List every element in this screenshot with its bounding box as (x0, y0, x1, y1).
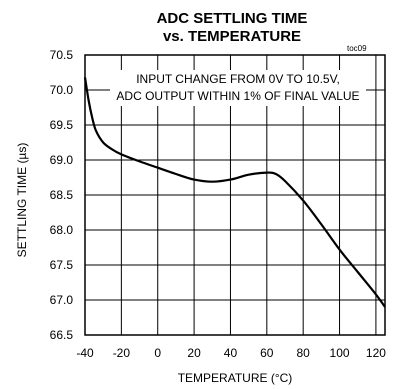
x-tick-label: 0 (154, 346, 161, 360)
x-tick-label: -40 (76, 346, 94, 360)
annotation-line: INPUT CHANGE FROM 0V TO 10.5V, (136, 72, 340, 86)
annotation-line: ADC OUTPUT WITHIN 1% OF FINAL VALUE (116, 89, 359, 103)
series-line (83, 77, 386, 308)
annotation-background (110, 70, 366, 106)
x-tick-label: 120 (366, 346, 386, 360)
y-tick-label: 70.5 (50, 48, 74, 62)
plot-frame (84, 54, 386, 336)
y-tick-label: 70.0 (50, 83, 74, 97)
chart-subtitle: vs. TEMPERATURE (162, 28, 302, 45)
y-tick-label: 69.0 (50, 153, 74, 167)
figure-tag: toc09 (347, 44, 367, 53)
y-tick-label: 67.0 (50, 293, 74, 307)
y-tick-label: 68.0 (50, 223, 74, 237)
x-axis-label: TEMPERATURE (°C) (177, 371, 293, 385)
y-tick-label: 69.5 (50, 118, 74, 132)
x-tick-label: 100 (330, 346, 350, 360)
x-tick-label: 40 (224, 346, 238, 360)
y-tick-label: 67.5 (50, 258, 74, 272)
y-tick-label: 66.5 (50, 328, 74, 342)
x-tick-label: -20 (113, 346, 131, 360)
x-tick-label: 20 (187, 346, 201, 360)
x-tick-label: 80 (297, 346, 311, 360)
y-tick-label: 68.5 (50, 188, 74, 202)
x-tick-label: 60 (260, 346, 274, 360)
chart-title: ADC SETTLING TIME (156, 10, 308, 27)
